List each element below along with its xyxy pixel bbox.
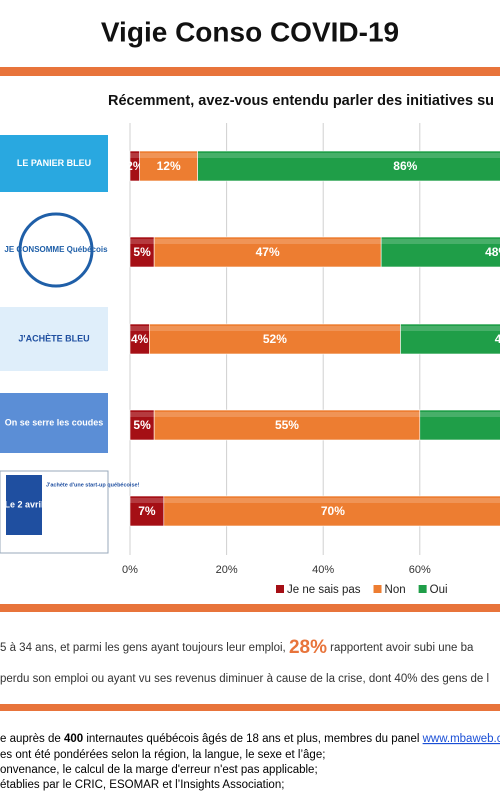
value-label: 55% [275, 418, 299, 432]
footer-bold: 400 [64, 733, 83, 745]
footer-line: onvenance, le calcul de la marge d'erreu… [0, 764, 318, 776]
bar-segment [129, 236, 155, 268]
note: perdu son emploi ou ayant vu ses revenus… [0, 673, 489, 685]
logo-box [0, 307, 108, 371]
footer-link[interactable]: www.mbaweb.ca [422, 733, 500, 745]
footer-line: es ont été pondérées selon la région, la… [0, 749, 325, 761]
x-tick-label: 40% [312, 564, 334, 576]
bar-shine [154, 239, 382, 244]
logo-box [0, 135, 108, 192]
category-label: Le 2 avril [4, 499, 43, 509]
bar-segment [197, 150, 500, 182]
note-text: rapportent avoir subi une ba [327, 642, 474, 654]
divider [0, 704, 500, 711]
legend-label: Je ne sais pas [287, 584, 361, 596]
note-text: 5 à 34 ans, et parmi les gens ayant touj… [0, 642, 289, 654]
bar-shine [130, 239, 155, 244]
chart-title: Récemment, avez-vous entendu parler des … [108, 93, 494, 109]
value-label: 86% [393, 159, 417, 173]
category-subtitle: J'achète d'une start-up québécoise! [46, 482, 140, 488]
value-label: 70% [321, 504, 345, 518]
legend-swatch [373, 585, 382, 593]
footer-text: e auprès de [0, 733, 64, 745]
value-label: 52% [263, 332, 287, 346]
bar-segment [153, 236, 382, 268]
bar-shine [197, 153, 500, 158]
legend-label: Non [385, 584, 406, 596]
value-label: 12% [157, 159, 181, 173]
bar-shine [130, 326, 150, 331]
bar-shine [149, 326, 401, 331]
logo-panel [6, 475, 42, 535]
category-label: On se serre les coudes [5, 417, 104, 427]
bar-shine [154, 412, 420, 417]
bar-segment [163, 495, 500, 527]
x-tick-label: 0% [122, 564, 138, 576]
value-label: 7% [138, 504, 156, 518]
bar-segment [419, 409, 500, 441]
legend-swatch [418, 585, 427, 593]
logo-circle [18, 212, 94, 288]
value-label: 5% [133, 245, 151, 259]
value-label: 44% [495, 332, 500, 346]
slide-title: Vigie Conso COVID-19 [101, 16, 399, 47]
legend-label: Oui [430, 584, 448, 596]
category-label: JE CONSOMME Québécois [4, 245, 108, 254]
bar-shine [130, 153, 140, 158]
bar-segment [400, 323, 500, 355]
value-label: 4% [131, 332, 149, 346]
plot: 0% 20% 40% 60% LE PANIER BLEU JE CONSOMME Qué… [0, 123, 500, 596]
divider [0, 604, 500, 612]
footer-line: e auprès de 400 internautes québécois âg… [0, 733, 500, 745]
bar-shine [163, 498, 500, 503]
footer-line: établies par le CRIC, ESOMAR et l’Insigh… [0, 779, 284, 791]
bar-segment [149, 323, 401, 355]
bar-shine [419, 412, 500, 417]
x-tick-label: 60% [409, 564, 431, 576]
bar-segment [380, 236, 500, 268]
bar-segment [139, 150, 198, 182]
bar-segment [129, 409, 155, 441]
bar-shine [130, 412, 155, 417]
x-tick-label: 20% [216, 564, 238, 576]
footer-text: internautes québécois âgés de 18 ans et … [83, 733, 422, 745]
bar-shine [381, 239, 500, 244]
category-label: LE PANIER BLEU [17, 158, 91, 168]
value-label: 5% [133, 418, 151, 432]
note-highlight: 28% [289, 637, 327, 658]
divider [0, 67, 500, 76]
bar-shine [400, 326, 500, 331]
legend-swatch [276, 585, 284, 593]
value-label: 48% [485, 245, 500, 259]
bar-segment [153, 409, 421, 441]
bar-segment [129, 495, 165, 527]
bar-shine [130, 498, 164, 503]
logo-box [0, 393, 108, 453]
value-label: 47% [256, 245, 280, 259]
bar-shine [139, 153, 198, 158]
category-label: J'ACHÈTE BLEU [18, 333, 89, 343]
note: 5 à 34 ans, et parmi les gens ayant touj… [0, 637, 474, 658]
